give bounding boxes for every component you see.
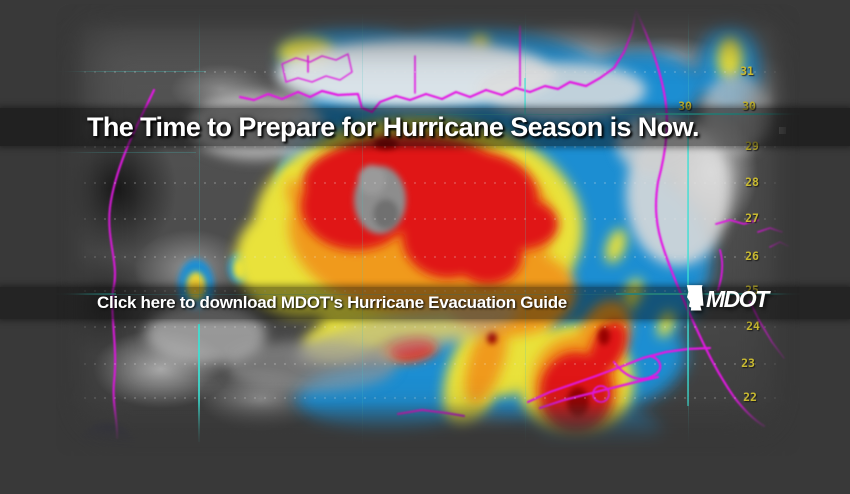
link-band: Click here to download MDOT's Hurricane … (0, 287, 850, 319)
grid-dotted-row (84, 363, 778, 365)
grid-dotted-row (84, 397, 778, 399)
grid-dotted-row (84, 182, 778, 184)
gulf-coastline (238, 8, 638, 114)
satellite-weather-image (56, 4, 800, 456)
grid-dotted-row (84, 218, 778, 220)
cuba-inland-ring (592, 385, 610, 403)
grid-dotted-row (84, 146, 778, 148)
state-borders (307, 25, 521, 94)
grid-line (198, 324, 200, 442)
mississippi-state-icon (686, 285, 704, 311)
grid-line (56, 152, 196, 153)
grid-dotted-row (84, 256, 778, 258)
louisiana-outline (281, 53, 353, 83)
grid-line (687, 134, 689, 406)
mdot-logo-text: MDOT (706, 285, 769, 313)
headline-band: The Time to Prepare for Hurricane Season… (0, 108, 850, 146)
cuba-coastline (396, 346, 712, 418)
grid-dotted-row (84, 326, 778, 328)
grid-line (362, 14, 363, 444)
mdot-logo[interactable]: MDOT (683, 285, 769, 314)
grid-dotted-row (84, 71, 778, 73)
headline-text: The Time to Prepare for Hurricane Season… (87, 111, 699, 142)
evacuation-guide-link[interactable]: Click here to download MDOT's Hurricane … (97, 293, 567, 312)
